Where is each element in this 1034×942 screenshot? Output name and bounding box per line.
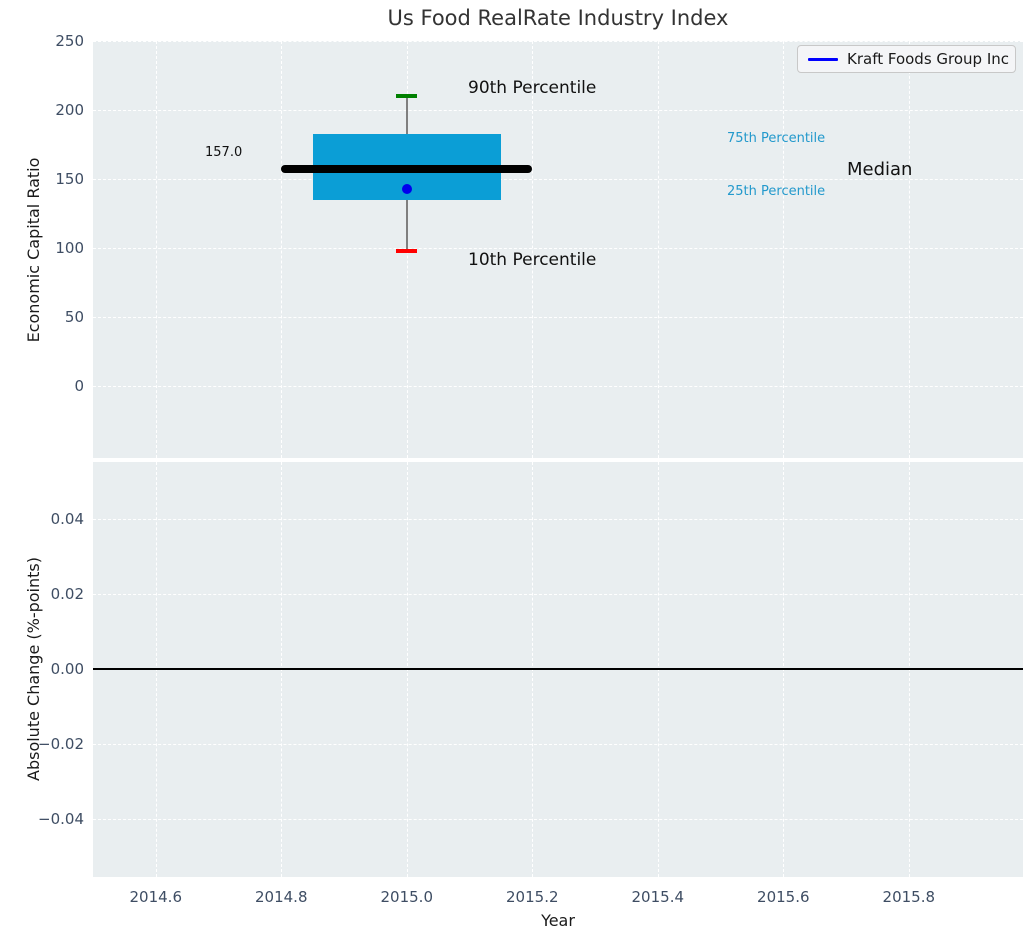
zero-line	[93, 668, 1023, 670]
x-tick-label: 2015.4	[613, 888, 703, 906]
annotation-75th-percentile: 75th Percentile	[727, 131, 825, 146]
x-axis-label: Year	[93, 911, 1023, 930]
x-tick-label: 2014.6	[111, 888, 201, 906]
median-line	[281, 165, 532, 173]
gridline-vertical	[783, 41, 784, 458]
x-tick-label: 2015.8	[864, 888, 954, 906]
x-tick-label: 2015.2	[487, 888, 577, 906]
gridline-horizontal	[93, 110, 1023, 111]
annotation-90th-percentile: 90th Percentile	[468, 78, 596, 98]
y-tick-label: 0.02	[16, 585, 84, 603]
gridline-horizontal	[93, 744, 1023, 745]
gridline-horizontal	[93, 248, 1023, 249]
gridline-horizontal	[93, 594, 1023, 595]
annotation-25th-percentile: 25th Percentile	[727, 184, 825, 199]
y-tick-label: 200	[16, 101, 84, 119]
annotation-10th-percentile: 10th Percentile	[468, 250, 596, 270]
y-tick-label: 0.04	[16, 510, 84, 528]
whisker-cap-10th	[396, 249, 417, 253]
y-tick-label: 100	[16, 239, 84, 257]
legend-label: Kraft Foods Group Inc	[847, 50, 1009, 68]
gridline-horizontal	[93, 819, 1023, 820]
gridline-vertical	[909, 41, 910, 458]
x-tick-label: 2014.8	[236, 888, 326, 906]
y-tick-label: −0.04	[16, 810, 84, 828]
gridline-horizontal	[93, 41, 1023, 42]
y-tick-label: 150	[16, 170, 84, 188]
y-tick-label: 0	[16, 377, 84, 395]
whisker-cap-90th	[396, 94, 417, 98]
gridline-vertical	[658, 41, 659, 458]
legend-line-swatch	[808, 58, 838, 61]
figure: Us Food RealRate Industry Index Economic…	[0, 0, 1034, 942]
y-tick-label: 50	[16, 308, 84, 326]
company-data-point	[402, 184, 412, 194]
gridline-vertical	[156, 41, 157, 458]
annotation-median-value: 157.0	[205, 145, 242, 160]
chart-title: Us Food RealRate Industry Index	[93, 6, 1023, 30]
y-tick-label: 0.00	[16, 660, 84, 678]
gridline-horizontal	[93, 519, 1023, 520]
x-tick-label: 2015.6	[738, 888, 828, 906]
bottom-axes	[93, 462, 1023, 877]
legend: Kraft Foods Group Inc	[797, 45, 1016, 73]
gridline-horizontal	[93, 386, 1023, 387]
annotation-median: Median	[847, 159, 912, 180]
x-tick-label: 2015.0	[362, 888, 452, 906]
gridline-horizontal	[93, 317, 1023, 318]
y-tick-label: 250	[16, 32, 84, 50]
gridline-vertical	[281, 41, 282, 458]
y-tick-label: −0.02	[16, 735, 84, 753]
